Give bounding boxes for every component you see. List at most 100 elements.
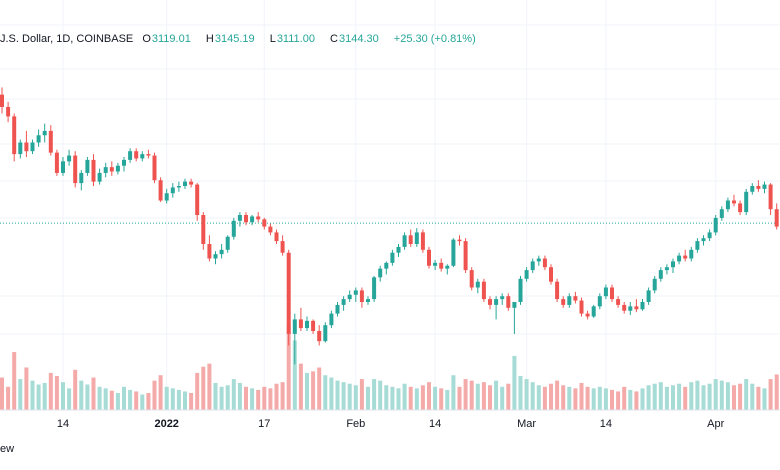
- volume-bar: [158, 375, 163, 410]
- volume-bar: [353, 385, 358, 410]
- volume-bar: [463, 379, 468, 410]
- candle-body: [128, 151, 133, 160]
- volume-bar: [518, 376, 523, 410]
- candle-body: [262, 219, 267, 227]
- volume-bar: [298, 363, 303, 410]
- candle-body: [97, 172, 102, 182]
- volume-bar: [689, 382, 694, 410]
- volume-bar: [122, 386, 126, 410]
- volume-bar: [61, 382, 65, 410]
- volume-bar: [713, 379, 718, 410]
- volume-bar: [732, 385, 736, 410]
- volume-bar: [542, 386, 547, 410]
- volume-bar: [536, 385, 541, 410]
- volume-bar: [762, 388, 767, 410]
- volume-bar: [585, 386, 590, 410]
- candle-body: [707, 232, 712, 239]
- candle-body: [256, 216, 261, 220]
- volume-bar: [384, 385, 389, 410]
- candle-body: [622, 304, 627, 311]
- volume-bar: [128, 389, 133, 410]
- volume-bar: [0, 377, 4, 410]
- volume-bar: [768, 379, 773, 410]
- candle-body: [640, 302, 645, 310]
- volume-bar: [305, 372, 309, 410]
- x-tick-label: 2022: [154, 418, 178, 430]
- candle-body: [311, 320, 316, 331]
- volume-bar: [85, 384, 90, 410]
- candle-body: [366, 299, 370, 302]
- candle-body: [408, 235, 413, 244]
- candle-body: [427, 249, 431, 266]
- volume-bar: [658, 382, 663, 410]
- candle-body: [756, 186, 761, 189]
- candle-body: [244, 215, 248, 223]
- candle-body: [268, 226, 273, 233]
- volume-bar: [244, 386, 248, 410]
- volume-bar: [12, 352, 17, 410]
- candle-body: [67, 155, 72, 162]
- x-tick-label: 14: [429, 418, 441, 430]
- volume-bar: [646, 385, 651, 410]
- x-tick-label: Feb: [346, 418, 365, 430]
- candle-body: [469, 270, 474, 288]
- candle-body: [353, 290, 358, 295]
- volume-bar: [329, 377, 334, 410]
- candle-body: [18, 142, 23, 155]
- candle-body: [695, 241, 700, 250]
- candle-body: [494, 299, 499, 305]
- volume-bar: [67, 388, 72, 410]
- candle-body: [451, 239, 456, 266]
- volume-bar: [695, 380, 700, 410]
- volume-bar: [366, 386, 370, 410]
- volume-bar: [372, 379, 377, 410]
- candle-body: [12, 116, 17, 155]
- candle-body: [213, 254, 218, 259]
- candle-body: [744, 191, 749, 213]
- volume-bar: [445, 389, 450, 410]
- candle-body: [738, 203, 743, 213]
- candle-body: [488, 299, 492, 305]
- ohlc-close: C3144.30: [330, 33, 379, 45]
- candle-body: [79, 172, 84, 184]
- candle-body: [274, 232, 279, 242]
- volume-bar: [115, 393, 120, 410]
- volume-bar: [457, 386, 462, 410]
- candle-body: [750, 186, 755, 192]
- candle-body: [341, 299, 346, 305]
- candle-body: [475, 281, 480, 288]
- candle-body: [48, 130, 53, 153]
- symbol-label[interactable]: J.S. Dollar, 1D, COINBASE: [0, 33, 134, 45]
- volume-bar: [6, 386, 11, 410]
- candle-body: [664, 267, 669, 271]
- candle-body: [500, 296, 505, 300]
- volume-bar: [475, 383, 480, 410]
- candle-body: [122, 159, 126, 166]
- candle-body: [591, 306, 596, 317]
- volume-bar: [79, 380, 84, 410]
- volume-bar: [54, 376, 59, 410]
- candle-body: [603, 287, 608, 297]
- candle-body: [73, 155, 78, 184]
- volume-bar: [439, 388, 444, 410]
- volume-bar: [36, 384, 41, 410]
- candle-body: [652, 278, 657, 291]
- volume-bar: [500, 386, 505, 410]
- volume-bar: [567, 386, 572, 410]
- candle-body: [24, 142, 29, 152]
- candle-body: [280, 241, 285, 253]
- candle-body: [396, 246, 401, 253]
- footer-text[interactable]: ew: [0, 443, 15, 455]
- volume-bar: [219, 386, 224, 410]
- candle-body: [237, 215, 242, 221]
- candle-body: [219, 249, 224, 255]
- volume-bar: [213, 382, 218, 410]
- candle-body: [225, 236, 230, 250]
- candle-body: [628, 306, 633, 311]
- volume-bar: [683, 386, 688, 410]
- volume-bar: [18, 379, 23, 410]
- volume-bar: [774, 374, 779, 410]
- price-change: +25.30 (+0.81%): [393, 33, 476, 45]
